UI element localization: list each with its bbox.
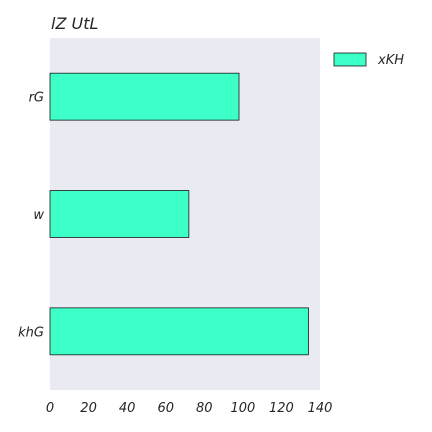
legend-label: xKH bbox=[377, 53, 404, 68]
x-tick-label: 140 bbox=[308, 401, 333, 416]
bar-khG bbox=[49, 307, 309, 356]
x-tick-label: 80 bbox=[196, 401, 213, 416]
x-tick-label: 0 bbox=[46, 401, 54, 416]
bar-rG bbox=[49, 72, 240, 121]
bars-group bbox=[49, 72, 309, 356]
x-tick-labels: 0 20 40 60 80 100 120 140 bbox=[46, 401, 333, 416]
bar-w bbox=[49, 190, 190, 238]
x-tick-label: 100 bbox=[230, 401, 255, 416]
y-tick-label: w bbox=[33, 208, 44, 223]
legend: xKH bbox=[333, 52, 404, 68]
chart-title: lZ UtL bbox=[51, 14, 98, 33]
x-tick-label: 120 bbox=[269, 401, 294, 416]
legend-swatch bbox=[333, 52, 367, 67]
x-tick-label: 60 bbox=[157, 401, 174, 416]
y-tick-label: rG bbox=[29, 91, 44, 106]
y-tick-label: khG bbox=[18, 325, 44, 340]
y-tick-labels: rG w khG bbox=[18, 91, 44, 341]
x-tick-label: 40 bbox=[119, 401, 136, 416]
x-tick-label: 20 bbox=[80, 401, 97, 416]
